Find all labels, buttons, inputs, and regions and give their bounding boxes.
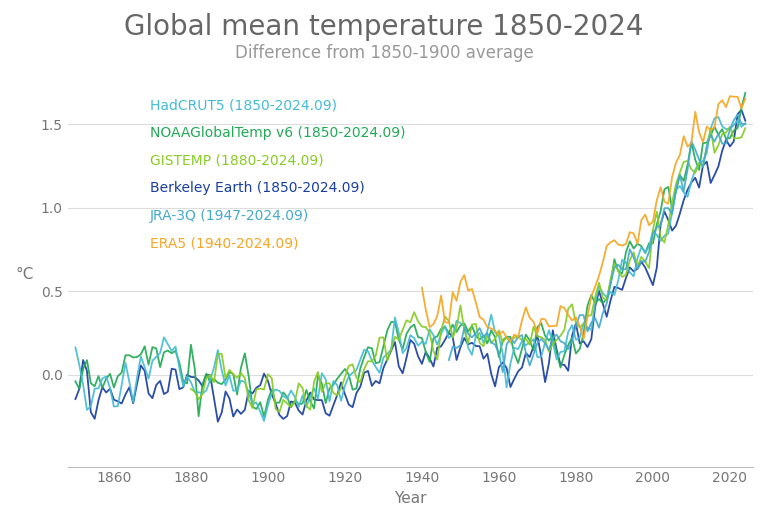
Text: Berkeley Earth (1850-2024.09): Berkeley Earth (1850-2024.09) xyxy=(150,181,365,195)
Text: ERA5 (1940-2024.09): ERA5 (1940-2024.09) xyxy=(150,236,299,250)
Text: NOAAGlobalTemp v6 (1850-2024.09): NOAAGlobalTemp v6 (1850-2024.09) xyxy=(150,126,406,140)
Text: JRA-3Q (1947-2024.09): JRA-3Q (1947-2024.09) xyxy=(150,208,310,222)
Text: GISTEMP (1880-2024.09): GISTEMP (1880-2024.09) xyxy=(150,153,323,167)
Text: Global mean temperature 1850-2024: Global mean temperature 1850-2024 xyxy=(124,13,644,41)
X-axis label: Year: Year xyxy=(394,491,426,506)
Text: HadCRUT5 (1850-2024.09): HadCRUT5 (1850-2024.09) xyxy=(150,98,337,112)
Y-axis label: °C: °C xyxy=(15,267,33,282)
Text: Difference from 1850-1900 average: Difference from 1850-1900 average xyxy=(235,44,533,63)
